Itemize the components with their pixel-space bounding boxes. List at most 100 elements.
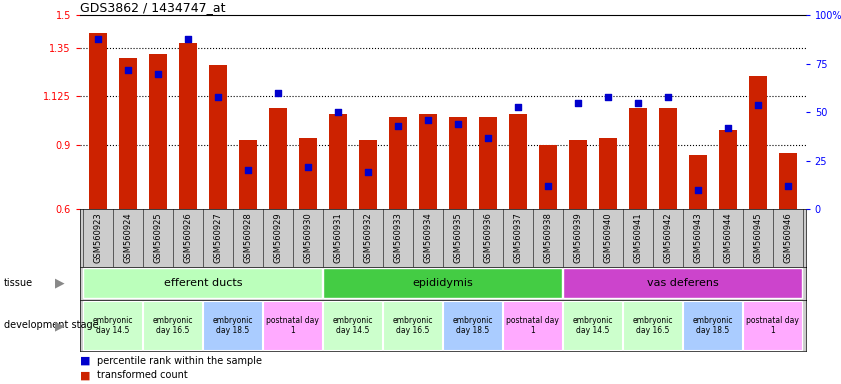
Text: epididymis: epididymis <box>412 278 473 288</box>
Text: tissue: tissue <box>4 278 34 288</box>
Point <box>181 36 194 42</box>
Point <box>571 99 584 106</box>
Bar <box>629 108 647 209</box>
Bar <box>743 301 802 350</box>
Bar <box>204 301 262 350</box>
Bar <box>239 140 257 209</box>
Bar <box>779 153 796 209</box>
Bar <box>329 114 346 209</box>
Bar <box>748 76 767 209</box>
Bar <box>263 301 322 350</box>
Point <box>751 101 764 108</box>
Bar <box>83 268 322 298</box>
Bar <box>299 138 317 209</box>
Bar <box>539 145 557 209</box>
Text: postnatal day
1: postnatal day 1 <box>746 316 799 335</box>
Bar <box>659 108 677 209</box>
Bar <box>383 301 442 350</box>
Text: embryonic
day 18.5: embryonic day 18.5 <box>213 316 253 335</box>
Text: percentile rank within the sample: percentile rank within the sample <box>97 356 262 366</box>
Text: ▶: ▶ <box>55 277 64 290</box>
Text: GSM560933: GSM560933 <box>394 212 402 263</box>
Point <box>511 103 525 109</box>
Text: embryonic
day 14.5: embryonic day 14.5 <box>332 316 373 335</box>
Bar <box>149 54 167 209</box>
Point <box>241 167 255 174</box>
Text: GSM560945: GSM560945 <box>754 212 762 263</box>
Text: transformed count: transformed count <box>97 370 188 380</box>
Bar <box>443 301 502 350</box>
Point <box>661 94 674 100</box>
Point <box>361 169 374 175</box>
Point <box>781 183 795 189</box>
Point <box>271 90 284 96</box>
Text: GSM560939: GSM560939 <box>574 212 582 263</box>
Bar <box>269 108 287 209</box>
Text: postnatal day
1: postnatal day 1 <box>506 316 559 335</box>
Bar <box>83 301 142 350</box>
Text: embryonic
day 18.5: embryonic day 18.5 <box>692 316 733 335</box>
Text: GSM560926: GSM560926 <box>183 212 193 263</box>
Point <box>601 94 615 100</box>
Text: GSM560942: GSM560942 <box>664 212 672 263</box>
Bar <box>479 117 497 209</box>
Text: GSM560934: GSM560934 <box>423 212 432 263</box>
Bar <box>563 268 802 298</box>
Point <box>331 109 345 116</box>
Text: GSM560932: GSM560932 <box>363 212 373 263</box>
Bar <box>359 140 377 209</box>
Text: GSM560925: GSM560925 <box>153 212 162 263</box>
Point <box>421 117 435 123</box>
Bar <box>563 301 622 350</box>
Bar <box>209 65 227 209</box>
Bar <box>324 301 382 350</box>
Bar <box>449 117 467 209</box>
Bar <box>119 58 137 209</box>
Bar <box>719 129 737 209</box>
Bar <box>389 117 407 209</box>
Point <box>631 99 644 106</box>
Bar <box>689 156 706 209</box>
Text: efferent ducts: efferent ducts <box>164 278 242 288</box>
Text: embryonic
day 16.5: embryonic day 16.5 <box>152 316 193 335</box>
Text: GDS3862 / 1434747_at: GDS3862 / 1434747_at <box>80 1 225 14</box>
Bar <box>179 43 197 209</box>
Text: embryonic
day 16.5: embryonic day 16.5 <box>393 316 433 335</box>
Point <box>451 121 464 127</box>
Point <box>211 94 225 100</box>
Text: GSM560936: GSM560936 <box>484 212 492 263</box>
Bar <box>623 301 682 350</box>
Point <box>121 66 135 73</box>
Text: GSM560946: GSM560946 <box>783 212 792 263</box>
Text: ▶: ▶ <box>55 319 64 332</box>
Text: embryonic
day 16.5: embryonic day 16.5 <box>632 316 673 335</box>
Bar <box>419 114 436 209</box>
Bar <box>144 301 202 350</box>
Bar <box>509 114 526 209</box>
Bar <box>599 138 616 209</box>
Text: development stage: development stage <box>4 320 99 331</box>
Point <box>541 183 554 189</box>
Text: GSM560928: GSM560928 <box>243 212 252 263</box>
Text: GSM560923: GSM560923 <box>93 212 103 263</box>
Text: GSM560943: GSM560943 <box>693 212 702 263</box>
Point <box>91 36 104 42</box>
Point <box>481 134 495 141</box>
Text: GSM560931: GSM560931 <box>333 212 342 263</box>
Text: ■: ■ <box>80 370 90 380</box>
Point <box>721 125 734 131</box>
Text: GSM560929: GSM560929 <box>273 212 283 263</box>
Text: GSM560930: GSM560930 <box>304 212 312 263</box>
Text: embryonic
day 14.5: embryonic day 14.5 <box>93 316 133 335</box>
Text: GSM560937: GSM560937 <box>513 212 522 263</box>
Text: GSM560927: GSM560927 <box>214 212 222 263</box>
Point <box>391 123 405 129</box>
Text: GSM560924: GSM560924 <box>124 212 132 263</box>
Bar <box>684 301 742 350</box>
Text: postnatal day
1: postnatal day 1 <box>267 316 320 335</box>
Text: GSM560941: GSM560941 <box>633 212 643 263</box>
Bar <box>504 301 562 350</box>
Text: vas deferens: vas deferens <box>647 278 718 288</box>
Text: GSM560944: GSM560944 <box>723 212 733 263</box>
Bar <box>89 33 107 209</box>
